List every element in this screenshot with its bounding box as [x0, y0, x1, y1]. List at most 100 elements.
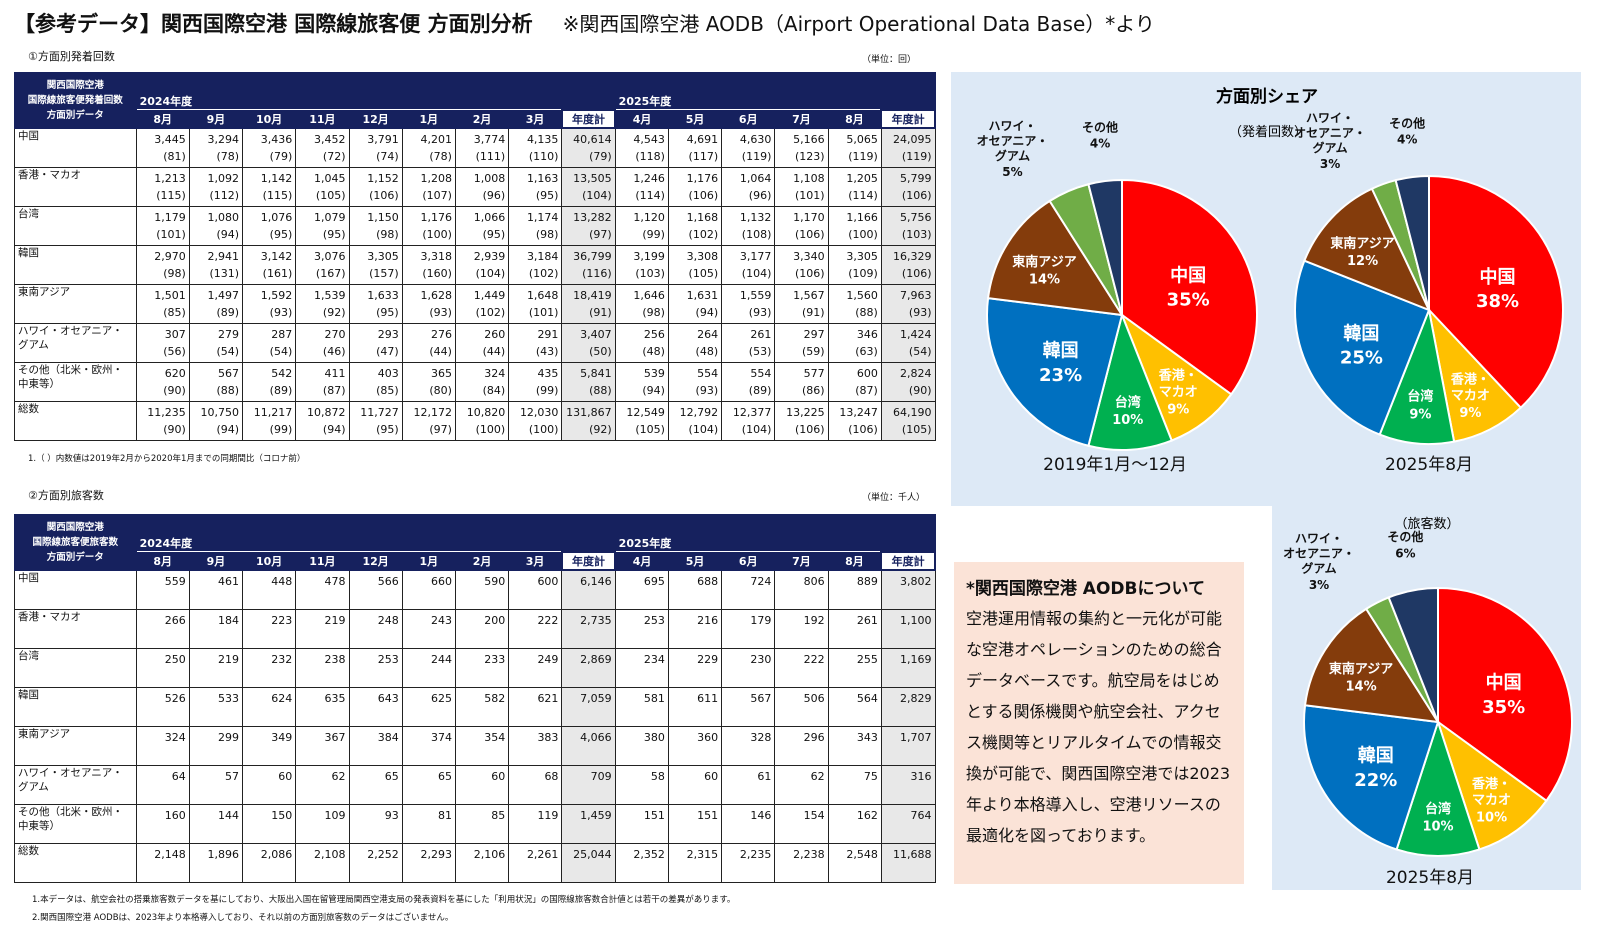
value-cell: 223: [242, 608, 297, 649]
value-cell: 2,086: [242, 842, 297, 883]
cell-value: 582: [484, 691, 506, 705]
value-cell: 1,163 (95): [508, 166, 563, 207]
cell-ratio: (95): [535, 188, 559, 202]
cell-value: 625: [430, 691, 452, 705]
pie-slice-label: ハワイ・オセアニア・グアム 3%: [1283, 532, 1355, 592]
corner-line: 方面別データ: [46, 109, 104, 121]
value-cell: 184: [188, 608, 244, 649]
value-cell: 261: [827, 608, 882, 649]
flights-note: 1.（ ）内数値は2019年2月から2020年1月までの同期間比（コロナ前）: [28, 454, 306, 464]
pie-slice: [1087, 178, 1123, 316]
cell-value: 131,867: [566, 405, 612, 419]
value-cell: 1,567 (91): [774, 283, 829, 324]
cell-ratio: (105): [315, 188, 346, 202]
cell-ratio: (103): [635, 266, 665, 280]
header-spacer: [135, 514, 936, 535]
cell-ratio: (87): [855, 383, 878, 397]
pie-slice-label: 香港・マカオ 9%: [1158, 368, 1198, 418]
cell-value: 635: [324, 691, 346, 705]
cell-ratio: (118): [635, 149, 665, 163]
flights-share-subtitle: （発着回数）: [1229, 124, 1307, 140]
value-cell: 542 (89): [242, 361, 297, 402]
cell-value: 3,177: [739, 249, 772, 263]
cell-value: 435: [537, 366, 559, 380]
cell-ratio: (94): [216, 227, 240, 241]
cell-ratio: (98): [535, 227, 559, 241]
year-total-cell: 2,869: [561, 647, 616, 688]
value-cell: 1,646 (98): [614, 283, 669, 324]
year-total-cell: 316: [880, 764, 936, 805]
cell-ratio: (117): [688, 149, 719, 163]
cell-ratio: (112): [209, 188, 240, 202]
cell-value: 360: [697, 730, 719, 744]
cell-value: 13,505: [573, 171, 612, 185]
cell-value: 889: [856, 574, 878, 588]
value-cell: 1,592 (93): [242, 283, 297, 324]
value-cell: 367: [295, 725, 350, 766]
cell-ratio: (47): [376, 344, 399, 358]
cell-ratio: (88): [589, 383, 612, 397]
fiscal-year-2024: 2024年度: [135, 92, 616, 111]
pie-slice: [1294, 259, 1431, 436]
cell-value: 1,080: [207, 210, 240, 224]
value-cell: 10,872 (94): [295, 400, 350, 441]
row-label: 東南アジア: [14, 283, 137, 324]
cell-value: 2,548: [846, 847, 878, 861]
year-total-cell: 2,824 (90): [880, 361, 936, 402]
cell-ratio: (89): [269, 383, 293, 397]
value-cell: 3,445 (81): [135, 127, 190, 168]
cell-ratio: (105): [688, 266, 719, 280]
cell-value: 256: [643, 327, 665, 341]
cell-value: 2,293: [420, 847, 452, 861]
cell-value: 1,163: [526, 171, 559, 185]
corner-line: 関西国際空港: [46, 521, 104, 533]
value-cell: 1,449 (102): [454, 283, 510, 324]
cell-value: 316: [910, 769, 932, 783]
year-total-cell: 6,146: [561, 569, 616, 610]
cell-ratio: (106): [795, 422, 825, 436]
value-cell: 1,168 (102): [667, 205, 723, 246]
cell-ratio: (46): [322, 344, 346, 358]
value-cell: 582: [454, 686, 510, 727]
cell-ratio: (84): [482, 383, 506, 397]
cell-value: 2,735: [580, 613, 612, 627]
cell-value: 279: [218, 327, 240, 341]
value-cell: 200: [454, 608, 510, 649]
corner-line: 関西国際空港: [46, 79, 104, 91]
passengers-table: 関西国際空港 国際線旅客便旅客数 方面別データ 2024年度 2025年度 8月 9月 10月…: [14, 514, 936, 883]
cell-ratio: (91): [589, 305, 612, 319]
value-cell: 2,315: [667, 842, 723, 883]
cell-value: 3,184: [526, 249, 559, 263]
cell-value: 154: [803, 808, 825, 822]
value-cell: 61: [721, 764, 776, 805]
cell-value: 64: [171, 769, 186, 783]
cell-value: 1,008: [473, 171, 506, 185]
pie-slice: [1387, 586, 1439, 723]
cell-value: 403: [377, 366, 399, 380]
year-total-header: 年度計: [880, 109, 936, 129]
cell-value: 287: [271, 327, 293, 341]
cell-value: 7,963: [900, 288, 932, 302]
cell-value: 261: [750, 327, 772, 341]
cell-ratio: (93): [748, 305, 772, 319]
value-cell: 10,820 (100): [454, 400, 510, 441]
cell-value: 5,799: [900, 171, 932, 185]
cell-value: 2,315: [686, 847, 719, 861]
pie-slice: [1436, 719, 1548, 851]
cell-value: 1,560: [846, 288, 878, 302]
flights-table: 関西国際空港 国際線旅客便発着回数 方面別データ 2024年度 2025年度 8月 9月 10…: [14, 72, 936, 441]
cell-ratio: (96): [748, 188, 772, 202]
cell-value: 81: [437, 808, 452, 822]
month-header: 6月: [721, 551, 776, 571]
cell-value: 11,217: [253, 405, 293, 419]
cell-ratio: (56): [163, 344, 186, 358]
cell-ratio: (92): [322, 305, 346, 319]
cell-value: 1,166: [846, 210, 878, 224]
page-source: ※関西国際空港 AODB（Airport Operational Data Ba…: [562, 12, 1155, 36]
cell-value: 367: [324, 730, 346, 744]
value-cell: 567 (88): [188, 361, 244, 402]
cell-value: 3,802: [900, 575, 932, 588]
cell-ratio: (90): [163, 383, 186, 397]
aodb-info-body: 空港運用情報の集約と一元化が可能な空港オペレーションのための総合データベースです…: [966, 609, 1231, 845]
